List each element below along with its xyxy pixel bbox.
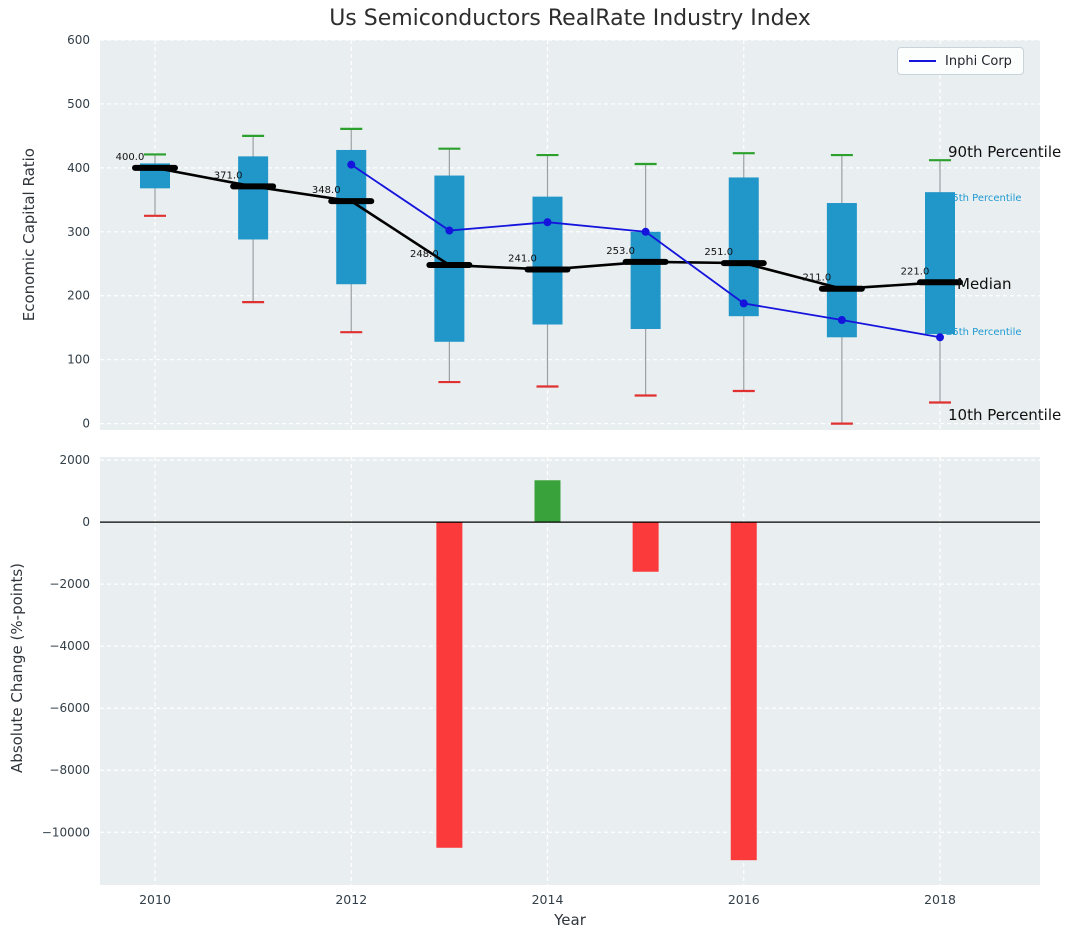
y-tick-bottom-2000: 2000 — [59, 453, 90, 467]
annotation-10th-percentile: 10th Percentile — [948, 406, 1062, 424]
y-tick-top-100: 100 — [67, 353, 90, 367]
annotation-median: Median — [957, 275, 1012, 293]
median-value-label-2018: 221.0 — [901, 266, 930, 277]
series-marker-inphi-corp — [543, 218, 552, 227]
y-tick-bottom--10000: −10000 — [42, 825, 90, 839]
series-marker-inphi-corp — [445, 226, 454, 235]
median-value-label-2012: 348.0 — [312, 185, 341, 196]
iqr-box-2012 — [336, 149, 367, 285]
change-bar-2016 — [730, 522, 757, 861]
iqr-box-2015 — [630, 231, 661, 329]
x-axis-label-year: Year — [554, 911, 586, 929]
y-tick-bottom--8000: −8000 — [49, 763, 90, 777]
y-tick-top-300: 300 — [67, 225, 90, 239]
iqr-box-2014 — [532, 196, 563, 325]
x-tick-2010: 2010 — [139, 892, 171, 907]
annotation-75th-percentile: 75th Percentile — [946, 193, 1022, 204]
x-tick-2014: 2014 — [532, 892, 564, 907]
legend-line-icon — [909, 60, 936, 62]
y-tick-top-400: 400 — [67, 161, 90, 175]
series-marker-inphi-corp — [837, 316, 846, 325]
median-value-label-2015: 253.0 — [606, 246, 635, 257]
x-tick-2018: 2018 — [924, 892, 956, 907]
iqr-box-2018 — [925, 192, 955, 335]
y-tick-top-500: 500 — [67, 97, 90, 111]
x-tick-2012: 2012 — [335, 892, 367, 907]
series-marker-inphi-corp — [739, 299, 748, 308]
y-tick-top-200: 200 — [67, 289, 90, 303]
median-value-label-2013: 248.0 — [410, 249, 439, 260]
y-tick-bottom--2000: −2000 — [49, 577, 90, 591]
y-tick-bottom--4000: −4000 — [49, 639, 90, 653]
median-value-label-2014: 241.0 — [508, 254, 537, 265]
iqr-box-2016 — [728, 177, 759, 317]
median-value-label-2011: 371.0 — [214, 170, 243, 181]
median-value-label-2010: 400.0 — [116, 152, 145, 163]
x-tick-2016: 2016 — [728, 892, 760, 907]
chart-title: Us Semiconductors RealRate Industry Inde… — [329, 6, 811, 31]
annotation-25th-percentile: 25th Percentile — [946, 327, 1022, 338]
legend: Inphi Corp — [897, 47, 1024, 75]
iqr-box-2017 — [826, 203, 857, 338]
change-bar-2013 — [436, 522, 463, 848]
legend-label-inphi-corp: Inphi Corp — [945, 53, 1012, 69]
y-tick-bottom-0: 0 — [82, 515, 90, 529]
change-bar-2014 — [534, 480, 561, 523]
iqr-box-2011 — [238, 156, 269, 240]
change-bar-2015 — [632, 522, 659, 572]
median-value-label-2017: 211.0 — [803, 273, 832, 284]
y-tick-top-0: 0 — [82, 417, 90, 431]
y-tick-top-600: 600 — [67, 33, 90, 47]
y-axis-label-economic-capital-ratio: Economic Capital Ratio — [20, 148, 38, 322]
median-value-label-2016: 251.0 — [704, 247, 733, 258]
annotation-90th-percentile: 90th Percentile — [948, 143, 1062, 161]
series-marker-inphi-corp — [936, 333, 944, 342]
y-axis-label-absolute-change: Absolute Change (%-points) — [8, 563, 26, 773]
series-marker-inphi-corp — [641, 227, 650, 236]
bottom-panel-background — [100, 457, 1040, 885]
y-tick-bottom--6000: −6000 — [49, 701, 90, 715]
series-marker-inphi-corp — [347, 160, 356, 169]
